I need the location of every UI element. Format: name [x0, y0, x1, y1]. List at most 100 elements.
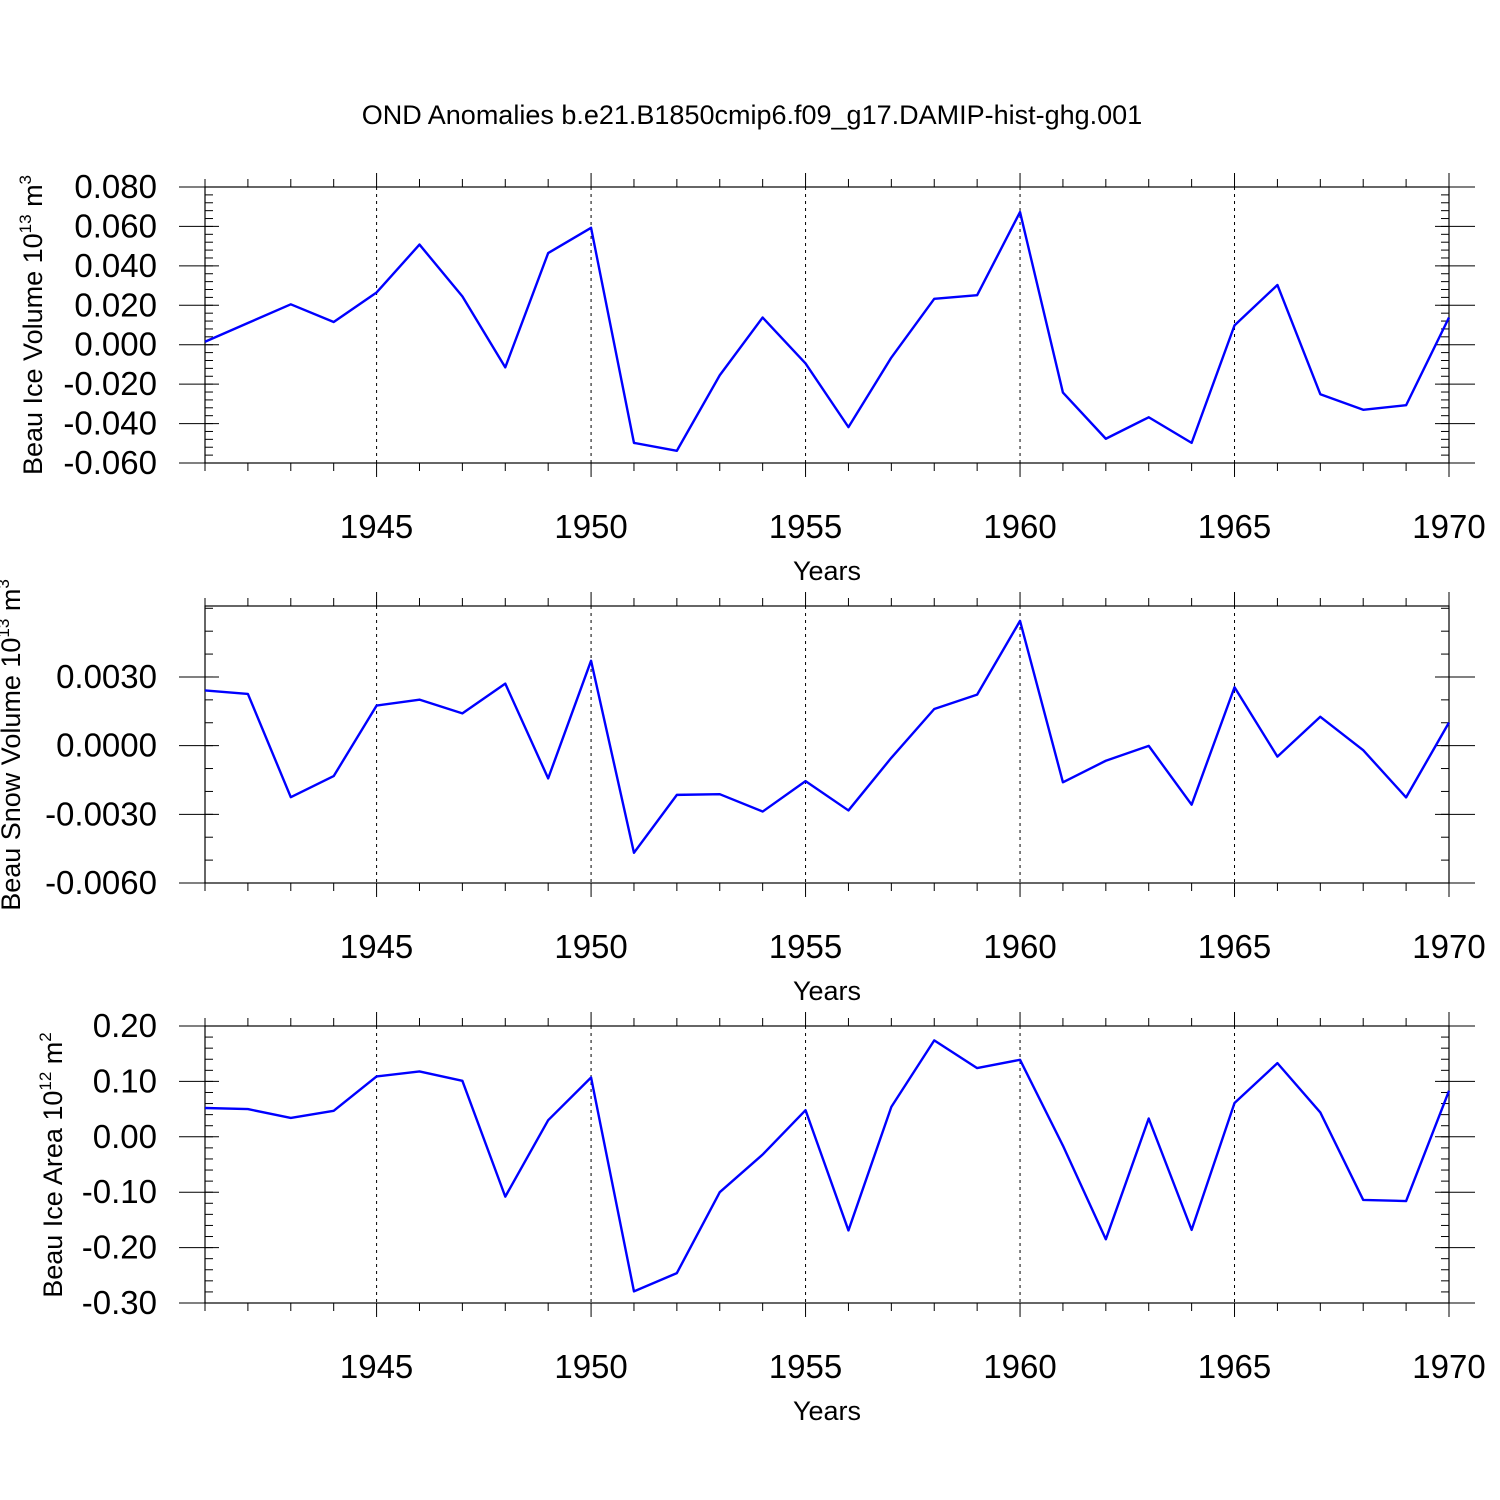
y-tick-label: 0.10	[93, 1062, 157, 1099]
x-tick-label: 1945	[340, 928, 413, 965]
data-point	[632, 441, 636, 445]
data-point	[1147, 744, 1151, 748]
x-tick-label: 1945	[340, 1348, 413, 1385]
y-tick-label: -0.020	[63, 365, 157, 402]
x-tick-label: 1965	[1198, 508, 1271, 545]
data-point	[1318, 715, 1322, 719]
data-point	[718, 1190, 722, 1194]
y-tick-label: -0.30	[82, 1284, 157, 1321]
data-point	[675, 449, 679, 453]
x-tick-label: 1950	[554, 1348, 627, 1385]
y-tick-label: -0.0060	[45, 864, 157, 901]
data-point	[1061, 780, 1065, 784]
y-tick-label: 0.20	[93, 1007, 157, 1044]
data-point	[246, 692, 250, 696]
data-point	[332, 774, 336, 778]
data-point	[889, 1105, 893, 1109]
y-tick-label: -0.0030	[45, 795, 157, 832]
data-point	[1404, 795, 1408, 799]
data-point	[203, 340, 207, 344]
data-point	[460, 711, 464, 715]
data-point	[846, 1228, 850, 1232]
panel-ice-volume: 1945 1950 1955 1960 1965 1970 -0.060-0.040-0.0…	[16, 168, 1486, 586]
panel-ice-area: 1945 1950 1955 1960 1965 1970 -0.30 -0.20 -0.10 0…	[36, 1007, 1486, 1426]
x-tick-label: 1965	[1198, 1348, 1271, 1385]
y-tick-label: 0.0000	[56, 727, 157, 764]
x-tick-label: 1970	[1412, 1348, 1485, 1385]
data-point	[1233, 323, 1237, 327]
data-point	[1233, 685, 1237, 689]
x-tick-label: 1965	[1198, 928, 1271, 965]
data-point	[460, 294, 464, 298]
x-tick-label: 1970	[1412, 928, 1485, 965]
y-tick-label: 0.00	[93, 1118, 157, 1155]
data-point	[761, 810, 765, 814]
data-point	[546, 251, 550, 255]
data-point	[289, 302, 293, 306]
data-point	[332, 1109, 336, 1113]
data-point	[675, 1271, 679, 1275]
data-point	[246, 321, 250, 325]
data-point	[417, 1069, 421, 1073]
y-tick-label: -0.060	[63, 444, 157, 481]
data-point	[632, 1289, 636, 1293]
data-point	[546, 1118, 550, 1122]
x-axis-label: Years	[793, 976, 861, 1006]
data-point	[1018, 1058, 1022, 1062]
y-tick-label: 0.080	[74, 168, 157, 205]
data-point	[503, 682, 507, 686]
data-point	[546, 776, 550, 780]
x-tick-label: 1960	[983, 928, 1056, 965]
data-point	[1147, 415, 1151, 419]
data-point	[1447, 721, 1451, 725]
x-tick-label: 1955	[769, 1348, 842, 1385]
data-point	[1018, 619, 1022, 623]
plot-frame	[204, 1025, 1450, 1304]
x-tick-label: 1955	[769, 928, 842, 965]
data-point	[1275, 755, 1279, 759]
data-point	[1104, 759, 1108, 763]
data-point	[203, 688, 207, 692]
data-point	[1361, 748, 1365, 752]
data-point	[503, 1195, 507, 1199]
data-point	[417, 698, 421, 702]
data-point	[289, 1116, 293, 1120]
x-tick-label: 1960	[983, 508, 1056, 545]
data-point	[761, 316, 765, 320]
data-point	[1104, 437, 1108, 441]
data-point	[932, 297, 936, 301]
data-point	[589, 226, 593, 230]
data-point	[1361, 1198, 1365, 1202]
x-tick-label: 1960	[983, 1348, 1056, 1385]
y-tick-label: 0.000	[74, 326, 157, 363]
data-point	[975, 693, 979, 697]
y-tick-label: -0.040	[63, 405, 157, 442]
data-point	[203, 1106, 207, 1110]
x-tick-label: 1945	[340, 508, 413, 545]
data-point	[1190, 441, 1194, 445]
data-point	[1447, 1089, 1451, 1093]
data-point	[289, 795, 293, 799]
data-point	[804, 779, 808, 783]
data-point	[1018, 210, 1022, 214]
data-point	[589, 659, 593, 663]
data-point	[460, 1079, 464, 1083]
data-point	[375, 704, 379, 708]
data-point	[846, 808, 850, 812]
data-point	[804, 361, 808, 365]
plot-frame	[204, 186, 1450, 464]
data-point	[1275, 1061, 1279, 1065]
y-axis-label: Beau Ice Volume 1013 m3	[16, 175, 48, 475]
data-point	[718, 792, 722, 796]
data-point	[932, 1038, 936, 1042]
data-point	[846, 425, 850, 429]
data-point	[375, 290, 379, 294]
data-point	[1275, 283, 1279, 287]
x-tick-label: 1970	[1412, 508, 1485, 545]
data-point	[1404, 403, 1408, 407]
data-point	[718, 373, 722, 377]
data-point	[1104, 1237, 1108, 1241]
data-point	[1061, 391, 1065, 395]
panel-snow-volume: 1945 1950 1955 1960 1965 1970 -0.0060 -0.0030 0.…	[0, 579, 1486, 1006]
